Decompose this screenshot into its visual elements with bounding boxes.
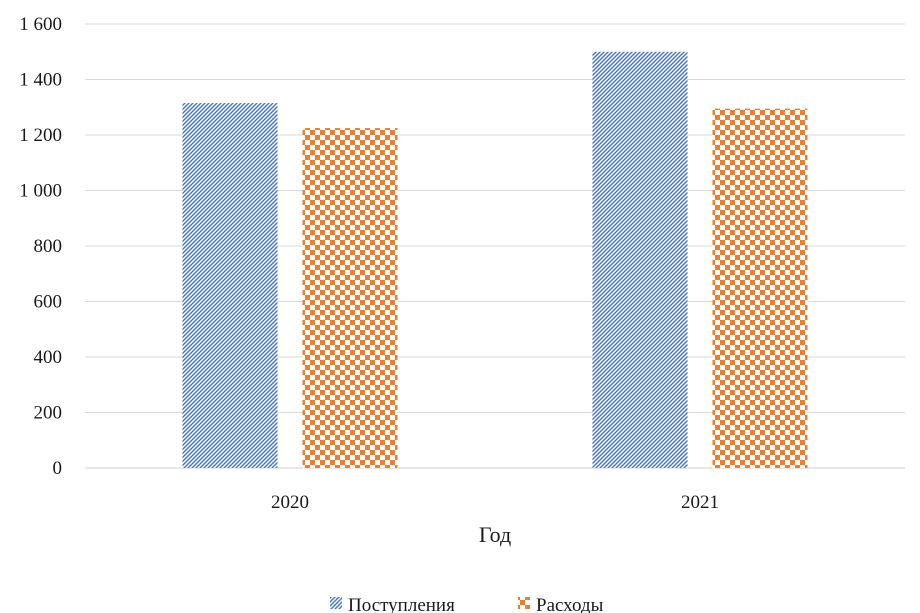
x-axis-title: Год: [479, 522, 511, 547]
bar-postupleniya-2020: [182, 103, 278, 469]
y-tick-label: 200: [34, 403, 63, 424]
y-tick-label: 800: [34, 236, 63, 257]
y-tick-label: 0: [53, 458, 63, 479]
legend-label: Поступления: [348, 595, 455, 613]
y-tick-label: 1 200: [19, 125, 62, 146]
bar-raskhody-2020: [302, 128, 398, 468]
bar-postupleniya-2021: [592, 51, 688, 468]
legend: Поступления Расходы: [330, 595, 604, 613]
bar-raskhody-2021: [712, 108, 808, 468]
y-tick-label: 1 600: [19, 14, 62, 35]
y-tick-label: 1 400: [19, 70, 62, 91]
y-tick-label: 400: [34, 347, 63, 368]
y-axis-ticks: 0 200 400 600 800 1 000 1 200 1 400 1 600: [19, 14, 62, 479]
y-tick-label: 1 000: [19, 181, 62, 202]
y-tick-label: 600: [34, 292, 63, 313]
x-tick-label: 2020: [271, 492, 309, 513]
x-axis-ticks: 2020 2021: [271, 492, 719, 513]
bars: [182, 51, 808, 469]
x-tick-label: 2021: [681, 492, 719, 513]
legend-swatch: [330, 597, 342, 609]
legend-label: Расходы: [536, 595, 604, 613]
legend-swatch: [518, 597, 530, 609]
